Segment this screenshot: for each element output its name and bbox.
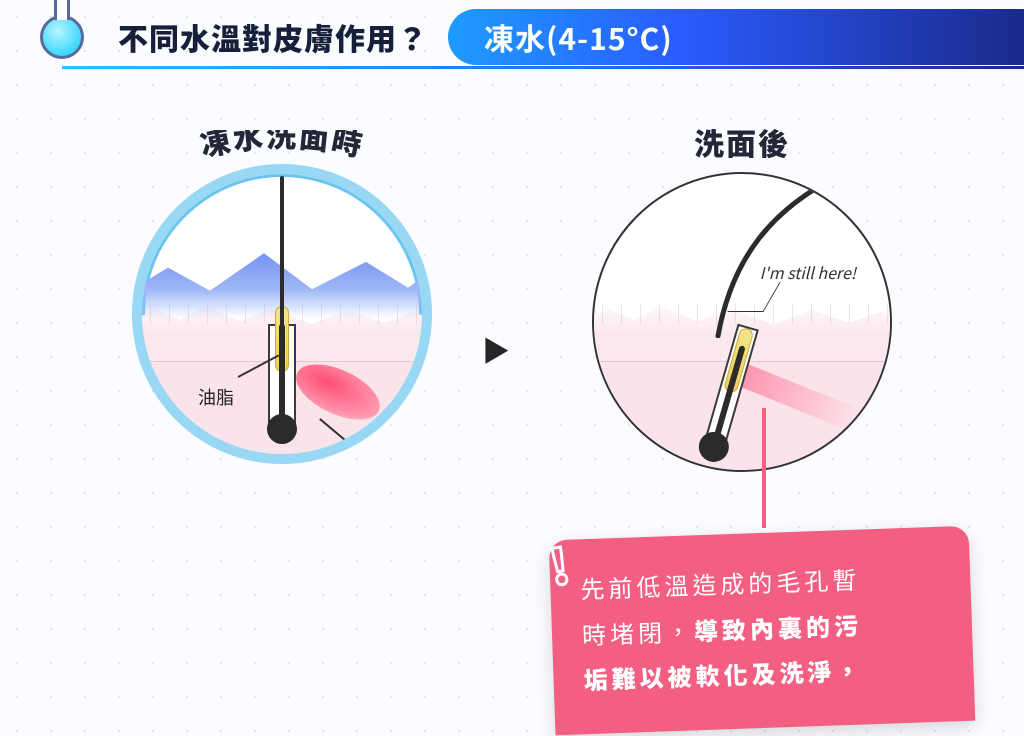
- header: 不同水溫對皮膚作用？ 凍水(4-15°C): [0, 0, 1024, 74]
- note-line2b: 導致內裏的污: [693, 606, 862, 647]
- panel-after-wash: 洗面後 I'm still here!: [572, 120, 912, 472]
- note-line3: 垢難以被軟化及洗淨，: [583, 652, 864, 697]
- arrow-icon: ▶: [482, 330, 510, 370]
- diagram-panels: 凍水洗面時 油脂 立毛肌 洗面後: [0, 120, 1024, 472]
- hair-shaft: [280, 176, 284, 332]
- panel-title-right: 洗面後: [694, 120, 790, 164]
- skin-diagram-after: I'm still here!: [592, 172, 892, 472]
- callout-note: ! 先前低溫造成的毛孔暫 時堵閉，導致內裏的污 垢難以被軟化及洗淨，: [549, 526, 976, 735]
- note-line2a: 時堵閉，: [581, 612, 694, 651]
- header-title: 不同水溫對皮膚作用？: [118, 15, 428, 59]
- header-underline: [62, 66, 1024, 69]
- speech-bubble-text: I'm still here!: [760, 260, 856, 284]
- hair-shaft-curved: [712, 172, 852, 338]
- hair-follicle: [268, 324, 296, 444]
- svg-text:凍水洗面時: 凍水洗面時: [196, 130, 368, 165]
- note-line1: 先前低溫造成的毛孔暫: [580, 561, 861, 606]
- thermometer-icon: [40, 15, 84, 59]
- skin-diagram-during: 油脂 立毛肌: [132, 164, 432, 464]
- panel-title-left: 凍水洗面時: [196, 130, 368, 165]
- panel-during-wash: 凍水洗面時 油脂 立毛肌: [112, 120, 452, 472]
- label-muscle: 立毛肌: [348, 450, 402, 464]
- exclamation-icon: !: [530, 511, 592, 573]
- callout-stem: [762, 408, 766, 528]
- label-sebum: 油脂: [198, 384, 234, 410]
- temperature-pill: 凍水(4-15°C): [448, 9, 1024, 65]
- temperature-pill-text: 凍水(4-15°C): [484, 15, 673, 59]
